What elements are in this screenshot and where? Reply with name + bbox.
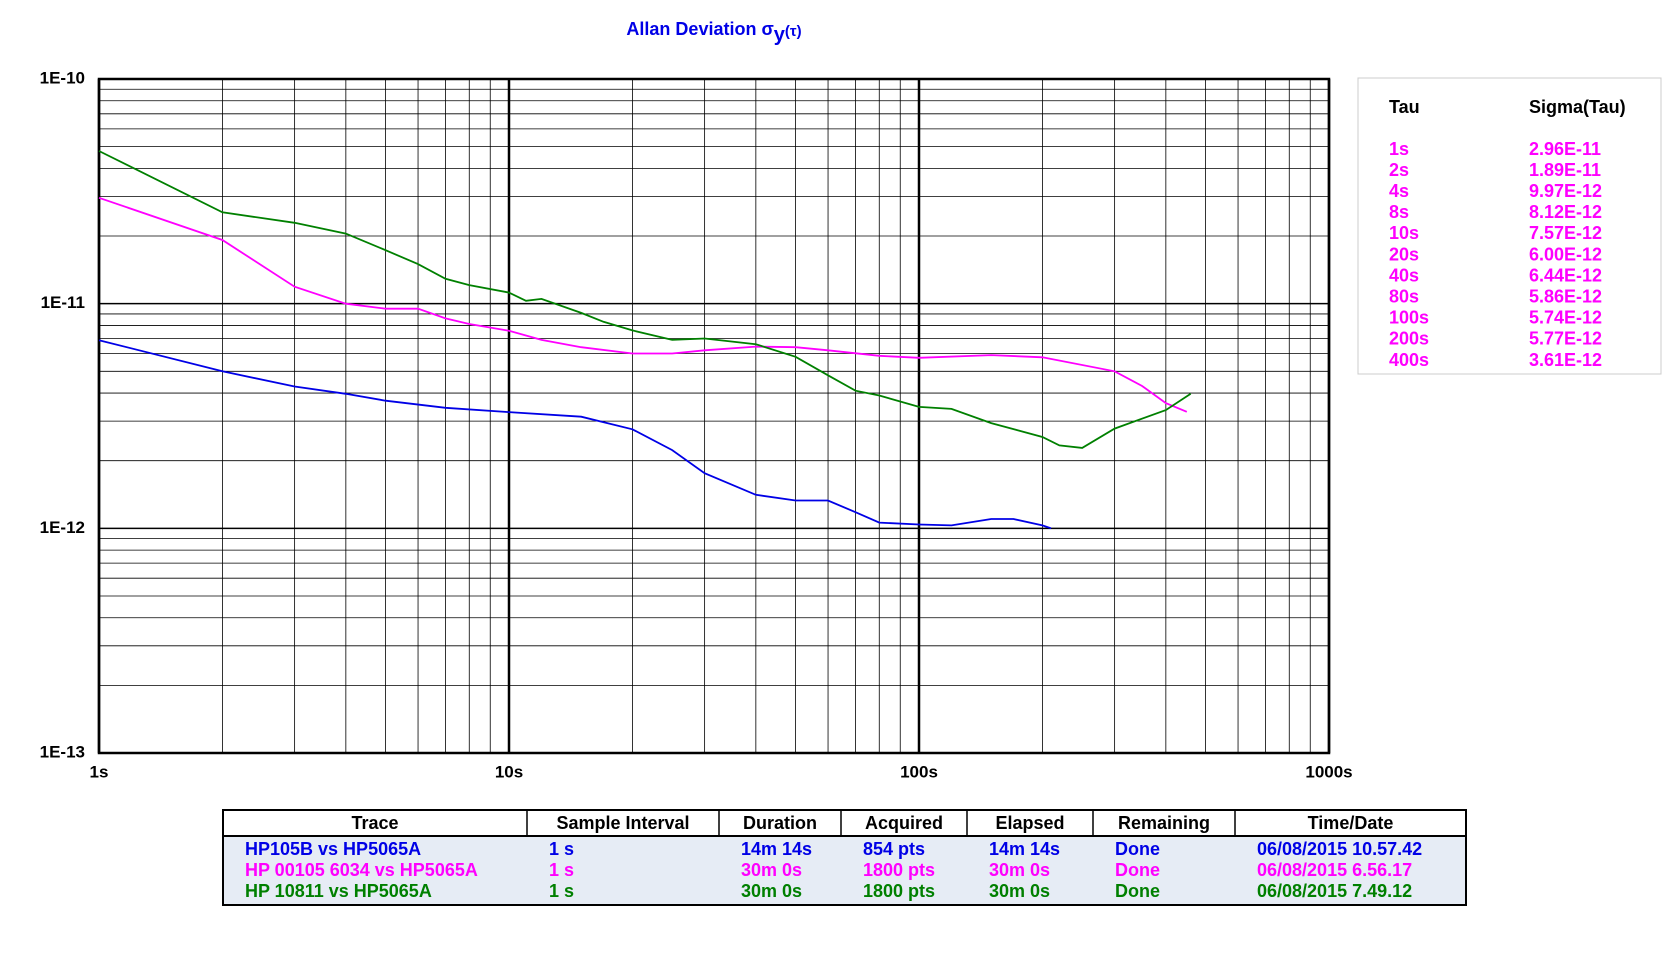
trace-cell: 30m 0s — [741, 860, 802, 880]
chart-title: Allan Deviation σy(τ) — [626, 19, 801, 47]
tau-cell: 3.61E-12 — [1529, 350, 1602, 370]
y-tick-label: 1E-12 — [40, 518, 85, 537]
plot-frame — [97, 77, 1331, 755]
trace-header: Duration — [743, 813, 817, 833]
tau-table-box — [1357, 77, 1662, 375]
tau-cell: 2.96E-11 — [1529, 139, 1601, 159]
trace-cell: 06/08/2015 6.56.17 — [1257, 860, 1412, 880]
tau-cell: 6.44E-12 — [1529, 265, 1602, 285]
trace-cell: Done — [1115, 881, 1160, 901]
tau-cell: 8s — [1389, 202, 1409, 222]
tau-cell: 200s — [1389, 329, 1429, 349]
trace-cell: 30m 0s — [989, 860, 1050, 880]
trace-cell: 1 s — [549, 839, 574, 859]
trace-cell: Done — [1115, 860, 1160, 880]
title-sub: y — [774, 24, 786, 46]
trace-cell: 1 s — [549, 881, 574, 901]
trace-cell: 14m 14s — [741, 839, 812, 859]
tau-cell: 5.77E-12 — [1529, 329, 1602, 349]
plot-area: 1s 10s 100s 1000s 1E-13 1E-12 1E-11 1E-10 — [40, 68, 1353, 781]
series-line — [98, 339, 1052, 530]
tau-cell: 8.12E-12 — [1529, 202, 1602, 222]
y-tick-label: 1E-11 — [41, 293, 85, 312]
x-tick-label: 100s — [900, 762, 938, 781]
tau-cell: 400s — [1389, 350, 1429, 370]
tau-cell: 100s — [1389, 308, 1429, 328]
legend-entry: HP105B vs HP5065A — [245, 839, 421, 859]
trace-cell: Done — [1115, 839, 1160, 859]
tau-cell: 7.57E-12 — [1529, 223, 1602, 243]
x-tick-label: 10s — [495, 762, 523, 781]
tau-cell: 1s — [1389, 139, 1409, 159]
trace-header: Trace — [351, 813, 398, 833]
tau-cell: 5.74E-12 — [1529, 308, 1602, 328]
tau-cell: 20s — [1389, 244, 1419, 264]
y-tick-label: 1E-10 — [40, 68, 85, 87]
tau-cell: 80s — [1389, 286, 1419, 306]
trace-cell: 1800 pts — [863, 881, 935, 901]
trace-header: Acquired — [865, 813, 943, 833]
tau-cell: 2s — [1389, 160, 1409, 180]
tau-cell: 1.89E-11 — [1529, 160, 1601, 180]
trace-cell: 06/08/2015 7.49.12 — [1257, 881, 1412, 901]
trace-header: Time/Date — [1308, 813, 1394, 833]
title-suffix: (τ) — [785, 23, 802, 40]
tau-header: Sigma(Tau) — [1529, 97, 1626, 117]
x-tick-label: 1000s — [1305, 762, 1352, 781]
tau-table: Tau Sigma(Tau) 1s 2.96E-11 2s 1.89E-11 4s 9.97E… — [1389, 97, 1626, 370]
trace-header: Sample Interval — [556, 813, 689, 833]
series-line — [98, 196, 1188, 413]
trace-cell: 06/08/2015 10.57.42 — [1257, 839, 1422, 859]
trace-cell: 14m 14s — [989, 839, 1060, 859]
tau-cell: 9.97E-12 — [1529, 181, 1602, 201]
trace-header: Remaining — [1118, 813, 1210, 833]
x-tick-label: 1s — [90, 762, 109, 781]
tau-cell: 5.86E-12 — [1529, 286, 1602, 306]
trace-cell: 1800 pts — [863, 860, 935, 880]
tau-cell: 6.00E-12 — [1529, 244, 1602, 264]
trace-cell: 30m 0s — [989, 881, 1050, 901]
legend-entry: HP 10811 vs HP5065A — [245, 881, 432, 901]
tau-cell: 40s — [1389, 265, 1419, 285]
trace-cell: 30m 0s — [741, 881, 802, 901]
legend-entry: HP 00105 6034 vs HP5065A — [245, 860, 478, 880]
trace-table-body — [224, 836, 1465, 904]
tau-cell: 4s — [1389, 181, 1409, 201]
tau-header: Tau — [1389, 97, 1420, 117]
trace-table: Trace Sample Interval Duration Acquired Elap… — [245, 810, 1422, 901]
trace-cell: 854 pts — [863, 839, 925, 859]
series-line — [98, 150, 1192, 449]
trace-header: Elapsed — [995, 813, 1064, 833]
tau-cell: 10s — [1389, 223, 1419, 243]
trace-cell: 1 s — [549, 860, 574, 880]
title-main: Allan Deviation σ — [626, 19, 773, 39]
y-tick-label: 1E-13 — [40, 742, 85, 761]
